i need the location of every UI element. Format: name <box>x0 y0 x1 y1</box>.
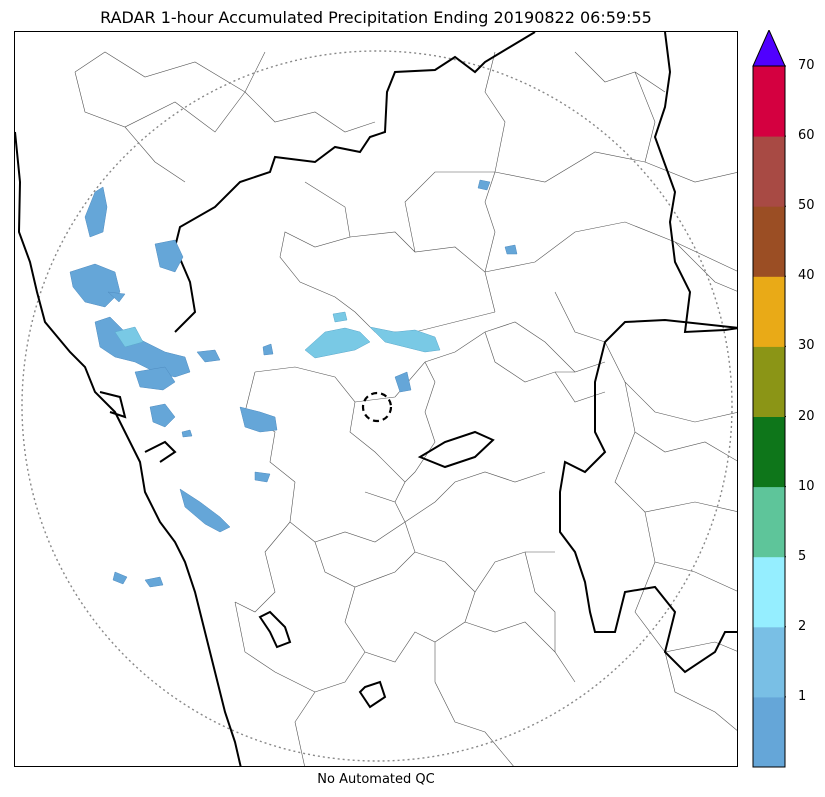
colorbar-tick-label: 20 <box>798 408 815 424</box>
echo-cell <box>114 326 144 348</box>
echo-cell <box>181 429 193 438</box>
echo-cell <box>262 343 274 356</box>
coastline <box>15 131 242 766</box>
echo-cell <box>69 263 121 308</box>
echo-cell <box>134 366 176 391</box>
light-precipitation-echoes <box>114 311 441 359</box>
echo-cell <box>149 403 176 428</box>
echo-cell <box>154 239 184 273</box>
colorbar-segment <box>753 696 785 768</box>
colorbar-tick-label: 40 <box>798 268 815 284</box>
echo-cell <box>254 471 271 483</box>
echo-cell <box>369 326 441 353</box>
colorbar-segment <box>753 206 785 277</box>
colorbar-overflow-arrow <box>752 30 786 67</box>
colorbar-segment <box>753 136 785 207</box>
qc-label: No Automated QC <box>317 772 435 787</box>
colorbar-segment <box>753 556 785 628</box>
radar-map[interactable] <box>14 31 738 767</box>
colorbar-tick-label: 50 <box>798 198 815 214</box>
map-title: RADAR 1-hour Accumulated Precipitation E… <box>100 8 652 27</box>
colorbar-segment <box>753 486 785 558</box>
district-borders <box>74 51 737 766</box>
colorbar-tick-label: 30 <box>798 338 815 354</box>
precipitation-echoes <box>69 179 518 588</box>
precipitation-colorbar <box>752 30 786 768</box>
colorbar-segment <box>753 626 785 698</box>
echo-cell <box>304 327 371 359</box>
colorbar-segment <box>753 276 785 347</box>
colorbar-segment <box>753 66 785 137</box>
colorbar-tick-label: 1 <box>798 688 807 704</box>
radar-range-ring <box>21 50 733 762</box>
echo-cell <box>144 576 164 588</box>
echo-cell <box>84 186 108 238</box>
echo-cell <box>239 406 278 433</box>
echo-cell <box>112 571 128 585</box>
echo-cell <box>94 316 191 378</box>
echo-cell <box>477 179 491 191</box>
echo-cell <box>394 371 412 393</box>
colorbar-segment <box>753 416 785 488</box>
echo-cell <box>107 291 126 303</box>
colorbar-tick-label: 2 <box>798 618 807 634</box>
colorbar-tick-label: 5 <box>798 548 807 564</box>
colorbar-tick-label: 70 <box>798 58 815 73</box>
colorbar-tick-label: 10 <box>798 478 815 494</box>
colorbar-tick-label: 60 <box>798 128 815 144</box>
echo-cell <box>179 488 231 533</box>
echo-cell <box>196 349 221 363</box>
map-canvas <box>15 32 737 766</box>
echo-cell <box>504 244 518 255</box>
radar-site-marker <box>361 391 393 423</box>
state-borders <box>173 32 737 709</box>
colorbar-segment <box>753 346 785 417</box>
echo-cell <box>332 311 348 323</box>
